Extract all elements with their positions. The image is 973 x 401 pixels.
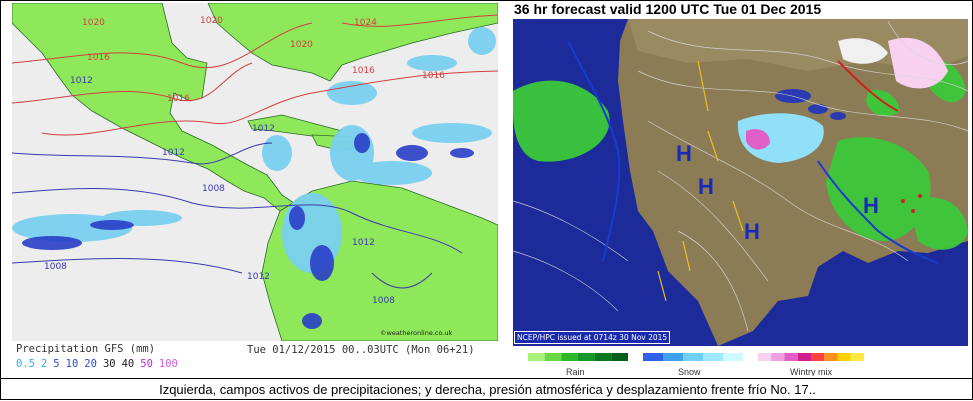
scale-value: 0.5 — [16, 358, 35, 370]
legend-swatch — [771, 353, 785, 361]
map-credit: ©weatheronline.co.uk — [380, 329, 453, 337]
precipitation-map: 1020 1020 1024 1020 1016 1016 1012 1012 … — [12, 3, 498, 373]
scale-value: 40 — [121, 358, 135, 370]
scale-value: 30 — [102, 358, 116, 370]
legend-swatch — [594, 353, 612, 361]
issued-note: NCEP/HPC issued at 0714z 30 Nov 2015 — [514, 331, 671, 344]
precipitation-map-panel: 1020 1020 1024 1020 1016 1016 1012 1012 … — [12, 3, 498, 373]
isobar-label: 1008 — [202, 184, 225, 194]
legend-swatch — [663, 353, 683, 361]
high-pressure-marker: H — [744, 219, 760, 244]
legend-swatch — [811, 353, 825, 361]
isobar-label: 1020 — [290, 40, 313, 50]
rain-legend-label: Rain — [566, 367, 585, 376]
legend-swatch — [578, 353, 595, 361]
legend-swatch — [561, 353, 578, 361]
isobar-label: 1020 — [82, 18, 105, 28]
isobar-label: 1008 — [44, 262, 67, 272]
precipitation-scale: 0.5 2 5 10 20 30 40 50 100 — [16, 358, 184, 370]
legend-swatch — [544, 353, 562, 361]
legend-swatch — [723, 353, 743, 361]
legend-swatch — [703, 353, 723, 361]
precipitation-valid-time: Tue 01/12/2015 00..03UTC (Mon 06+21) — [247, 344, 475, 356]
snow-legend-label: Snow — [678, 367, 701, 376]
isobar-label: 1020 — [200, 16, 223, 26]
surface-forecast-map: H H H H — [512, 19, 969, 361]
surface-forecast-panel: 36 hr forecast valid 1200 UTC Tue 01 Dec… — [508, 1, 971, 376]
legend-swatch — [797, 353, 811, 361]
precipitation-legend-title: Precipitation GFS (mm) — [16, 343, 156, 355]
isobar-label: 1008 — [372, 296, 395, 306]
isobar-label: 1012 — [70, 76, 93, 86]
high-pressure-marker: H — [863, 193, 879, 218]
isobar-label: 1012 — [247, 272, 270, 282]
scale-value: 50 — [140, 358, 153, 370]
legend-swatch — [784, 353, 798, 361]
scale-value: 20 — [84, 358, 97, 370]
legend-swatch — [683, 353, 703, 361]
legend-swatch — [528, 353, 545, 361]
isobar-label: 1016 — [87, 53, 110, 63]
forecast-title: 36 hr forecast valid 1200 UTC Tue 01 Dec… — [514, 1, 822, 17]
isobar-label: 1012 — [252, 124, 275, 134]
isobar-label: 1016 — [352, 66, 375, 76]
figure-caption: Izquierda, campos activos de precipitaci… — [1, 378, 973, 401]
legend-swatch — [611, 353, 628, 361]
isobar-label: 1012 — [162, 148, 185, 158]
isobar-label: 1016 — [422, 71, 445, 81]
wintry-mix-legend-label: Wintry mix — [790, 367, 832, 376]
scale-value: 100 — [158, 358, 178, 370]
scale-value: 2 — [40, 358, 48, 370]
high-pressure-marker: H — [676, 141, 692, 166]
high-pressure-marker: H — [698, 174, 714, 199]
legend-swatch — [758, 353, 772, 361]
scale-value: 10 — [65, 358, 79, 370]
legend-swatch — [824, 353, 838, 361]
legend-swatch — [643, 353, 663, 361]
scale-value: 5 — [53, 358, 60, 370]
legend-swatch — [850, 353, 864, 361]
isobar-label: 1024 — [354, 18, 377, 28]
legend-swatch — [837, 353, 851, 361]
isobar-label: 1016 — [167, 94, 190, 104]
isobar-label: 1012 — [352, 238, 375, 248]
